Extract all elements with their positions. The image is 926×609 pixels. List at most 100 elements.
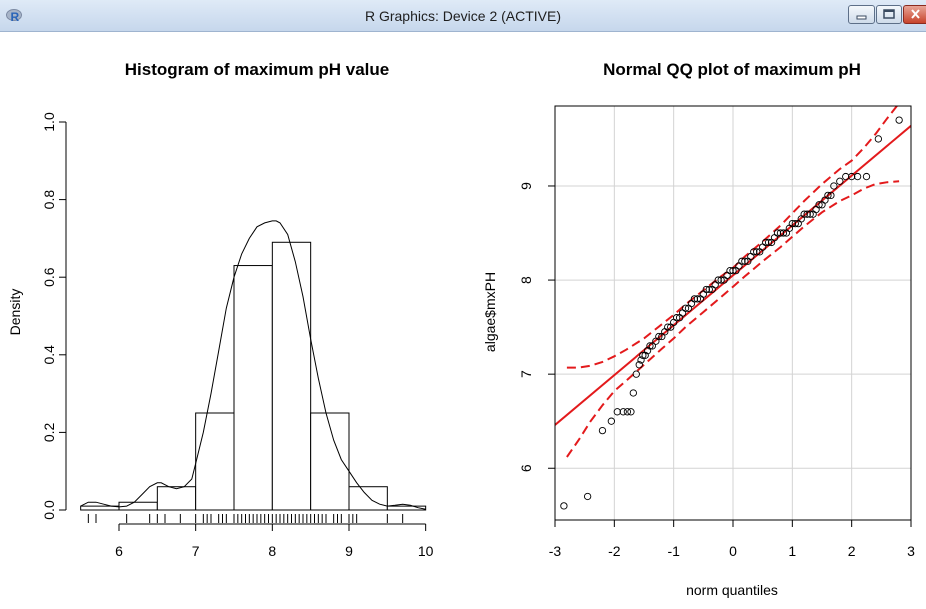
histogram-x-tick-label: 6 (115, 543, 123, 559)
qq-point-43 (729, 267, 737, 275)
qq-point-78 (836, 177, 844, 185)
r-logo-icon[interactable]: R (6, 8, 22, 24)
qq-x-tick-label: 3 (907, 543, 915, 559)
qq-plot-title: Normal QQ plot of maximum pH (603, 60, 861, 79)
qq-point-77 (830, 182, 838, 190)
qq-point-58 (773, 229, 782, 237)
histogram-bar-7 (348, 486, 388, 511)
qq-point-72 (815, 201, 823, 209)
qq-point-51 (753, 248, 761, 256)
histogram-x-tick-label: 10 (418, 543, 434, 559)
qq-x-tick-label: -1 (667, 543, 680, 559)
qq-point-39 (717, 276, 725, 284)
close-icon (911, 9, 920, 19)
qq-point-12 (639, 351, 647, 359)
histogram-y-axis-label: Density (7, 289, 23, 336)
qq-point-42 (726, 267, 734, 275)
histogram-chart: Histogram of maximum pH value Density 6 7… (7, 60, 434, 559)
qq-point-83 (874, 135, 883, 143)
qq-y-tick-label: 8 (518, 276, 534, 284)
qq-y-axis-label: algae$mxPH (482, 272, 498, 352)
qq-point-38 (714, 276, 722, 284)
qq-y-tick-label: 7 (518, 370, 534, 378)
qq-point-84 (895, 116, 903, 124)
qq-point-4 (613, 408, 621, 416)
qq-point-9 (632, 370, 640, 378)
maximize-icon (883, 9, 895, 19)
histogram-y-tick-label: 1.0 (41, 112, 57, 132)
maximize-button[interactable] (876, 5, 902, 24)
qq-point-26 (678, 309, 687, 317)
qq-point-18 (655, 332, 663, 341)
qq-point-49 (747, 252, 755, 261)
qq-point-55 (764, 238, 773, 247)
qq-point-75 (824, 191, 832, 200)
qq-point-60 (779, 229, 788, 237)
qq-x-tick-label: -3 (549, 543, 562, 559)
qq-point-63 (788, 219, 796, 228)
qq-point-31 (693, 295, 702, 303)
qq-point-11 (637, 356, 645, 364)
histogram-y-tick-label: 0.4 (41, 345, 57, 365)
histogram-y-tick-label: 0.8 (41, 190, 57, 210)
window-title: R Graphics: Device 2 (ACTIVE) (364, 8, 562, 24)
qq-point-59 (776, 229, 785, 237)
qq-x-tick-label: 0 (729, 543, 737, 559)
qq-point-13 (641, 351, 649, 359)
qq-point-33 (699, 290, 707, 298)
qq-reference-line (555, 124, 911, 426)
qq-point-45 (735, 262, 743, 270)
histogram-bar-3 (195, 412, 235, 511)
qq-point-68 (803, 210, 811, 218)
qq-x-axis-label: norm quantiles (686, 582, 778, 598)
qq-point-27 (681, 304, 690, 312)
qq-point-82 (862, 172, 871, 181)
qq-y-tick-label: 9 (518, 182, 534, 190)
qq-point-30 (690, 295, 699, 303)
histogram-y-tick-label: 0.6 (41, 267, 57, 287)
qq-point-81 (853, 172, 862, 181)
qq-point-21 (664, 323, 672, 331)
qq-point-16 (648, 342, 656, 350)
qq-point-34 (702, 285, 710, 294)
histogram-y-tick-label: 0.2 (41, 422, 57, 442)
qq-y-tick-label: 6 (518, 464, 534, 472)
qq-point-6 (623, 408, 632, 416)
qq-point-54 (761, 238, 770, 247)
svg-text:R: R (11, 10, 20, 24)
qq-point-47 (741, 257, 749, 265)
density-curve (80, 220, 426, 510)
qq-point-1 (583, 492, 592, 501)
qq-x-tick-label: 1 (788, 543, 796, 559)
qq-point-35 (705, 285, 713, 294)
qq-point-67 (800, 210, 808, 218)
qq-point-24 (672, 314, 681, 322)
histogram-x-tick-label: 7 (192, 543, 200, 559)
title-bar[interactable]: R R Graphics: Device 2 (ACTIVE) (0, 0, 926, 32)
qq-point-15 (646, 342, 654, 350)
qq-point-64 (791, 219, 799, 228)
qq-point-37 (711, 281, 719, 289)
qq-point-7 (627, 408, 635, 416)
qq-point-76 (827, 191, 835, 200)
histogram-y-tick-label: 0.0 (41, 500, 57, 520)
minimize-icon (856, 15, 867, 20)
qq-point-5 (619, 408, 627, 416)
qq-x-tick-label: -2 (608, 543, 621, 559)
histogram-bar-8 (386, 505, 427, 511)
chart-canvas: Histogram of maximum pH value Density 6 7… (7, 60, 915, 598)
close-button[interactable] (903, 5, 926, 24)
qq-point-46 (738, 257, 746, 265)
plot-area: Histogram of maximum pH value Density 6 7… (0, 32, 926, 609)
qq-plot-chart: Normal QQ plot of maximum pH norm quanti… (482, 60, 915, 598)
qq-envelope-lower (566, 180, 900, 458)
minimize-button[interactable] (848, 5, 875, 24)
qq-point-80 (848, 172, 856, 181)
histogram-bar-5 (271, 241, 312, 511)
qq-point-14 (643, 346, 652, 355)
qq-point-0 (560, 502, 568, 510)
qq-point-10 (635, 361, 643, 369)
histogram-bar-4 (233, 265, 273, 511)
qq-point-50 (750, 248, 758, 256)
